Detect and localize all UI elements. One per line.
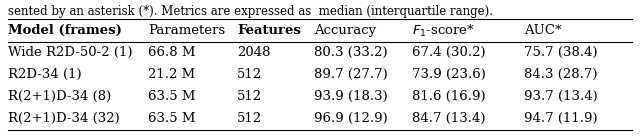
Text: Features: Features [237, 24, 301, 37]
Text: 2048: 2048 [237, 46, 271, 59]
Text: 93.7 (13.4): 93.7 (13.4) [524, 90, 598, 103]
Text: Parameters: Parameters [148, 24, 225, 37]
Text: 512: 512 [237, 112, 262, 125]
Text: 93.9 (18.3): 93.9 (18.3) [314, 90, 387, 103]
Text: 81.6 (16.9): 81.6 (16.9) [412, 90, 486, 103]
Text: 75.7 (38.4): 75.7 (38.4) [524, 46, 598, 59]
Text: 73.9 (23.6): 73.9 (23.6) [412, 68, 486, 81]
Text: Accuracy: Accuracy [314, 24, 376, 37]
Text: Wide R2D-50-2 (1): Wide R2D-50-2 (1) [8, 46, 132, 59]
Text: 21.2 M: 21.2 M [148, 68, 195, 81]
Text: R2D-34 (1): R2D-34 (1) [8, 68, 81, 81]
Text: 512: 512 [237, 90, 262, 103]
Text: 66.8 M: 66.8 M [148, 46, 195, 59]
Text: AUC*: AUC* [524, 24, 561, 37]
Text: 512: 512 [237, 68, 262, 81]
Text: 80.3 (33.2): 80.3 (33.2) [314, 46, 387, 59]
Text: 94.7 (11.9): 94.7 (11.9) [524, 112, 598, 125]
Text: 89.7 (27.7): 89.7 (27.7) [314, 68, 387, 81]
Text: 67.4 (30.2): 67.4 (30.2) [412, 46, 486, 59]
Text: 84.7 (13.4): 84.7 (13.4) [412, 112, 486, 125]
Text: sented by an asterisk (*). Metrics are expressed as  median (interquartile range: sented by an asterisk (*). Metrics are e… [8, 5, 493, 18]
Text: 63.5 M: 63.5 M [148, 90, 195, 103]
Text: $\mathit{F}_1$-score*: $\mathit{F}_1$-score* [412, 23, 476, 39]
Text: 63.5 M: 63.5 M [148, 112, 195, 125]
Text: Model (frames): Model (frames) [8, 24, 122, 37]
Text: R(2+1)D-34 (32): R(2+1)D-34 (32) [8, 112, 120, 125]
Text: 96.9 (12.9): 96.9 (12.9) [314, 112, 387, 125]
Text: 84.3 (28.7): 84.3 (28.7) [524, 68, 597, 81]
Text: R(2+1)D-34 (8): R(2+1)D-34 (8) [8, 90, 111, 103]
